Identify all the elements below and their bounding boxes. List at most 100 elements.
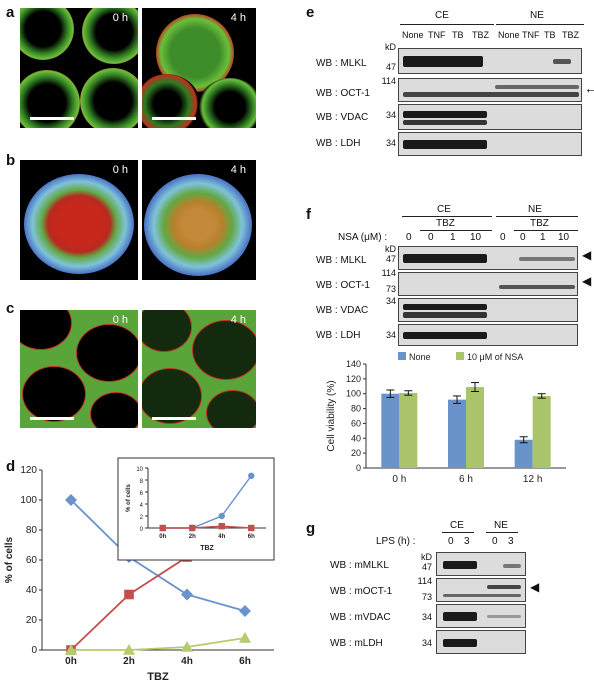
blot-ldh [398,132,582,156]
blot-mlkl [398,48,582,74]
lane-label: TNF [522,30,540,40]
kd-marker: 34 [385,296,396,306]
lane-label: TBZ [562,30,579,40]
lane-label: 0 [520,232,526,243]
y-tick-label: 60 [351,418,361,428]
chart-f: 0 20 40 60 80 100 120 140 Cell viability (%) 0 h 6… [306,350,592,500]
y-axis-label: Cell viability (%) [326,380,337,451]
kd-marker: 34 [421,638,432,648]
lane-label: 0 [428,232,434,243]
x-tick-label: 4h [181,656,193,667]
y-tick-label: 8 [140,479,144,485]
y-tick-label: 40 [351,433,361,443]
y-tick-label: 2 [140,515,144,521]
chart-d: 0 20 40 60 80 100 120 0h 2h 4h 6h TBZ % of cells 0 2 4 6… [0,450,280,685]
blot-mlkl [398,246,578,270]
data-point [239,632,251,643]
blot-label-mmlkl: WB : mMLKL [330,560,389,571]
bar [399,392,418,468]
bar [381,393,400,468]
kd-marker: 47 [385,254,396,264]
data-point [218,523,225,530]
lane-label: 0 [448,536,454,547]
y-tick-label: 6 [140,491,144,497]
bracket-tbz [514,230,578,231]
x-tick-label: 4h [218,534,225,540]
blot-label-mlkl: WB : MLKL [316,58,367,69]
blot-label-ldh: WB : LDH [316,330,361,341]
blot-label-mvdac: WB : mVDAC [330,612,391,623]
tbz-label: TBZ [530,218,549,229]
x-tick-label: 6h [248,534,255,540]
band-arrow: ◀ [530,580,540,594]
group-label-ce: CE [450,520,464,531]
y-tick-label: 80 [26,525,38,536]
blot-label-vdac: WB : VDAC [316,112,369,123]
render-b-0h: 0 h [20,160,138,280]
chart-d-svg: 0 20 40 60 80 100 120 0h 2h 4h 6h TBZ % of cells 0 2 4 6… [4,457,275,683]
kd-label: kD [421,552,432,562]
group-label-ce: CE [437,204,451,215]
blot-label-oct1: WB : OCT-1 [316,280,370,291]
panel-label-e: e [306,4,315,21]
blot-oct1 [398,272,578,296]
y-tick-label: 10 [136,467,143,473]
data-point [124,589,134,600]
y-tick-label: 100 [346,389,361,399]
lane-label: TB [544,30,556,40]
group-label-ce: CE [435,10,449,21]
y-tick-label: 40 [26,585,38,596]
x-tick-label: 12 h [523,474,542,485]
bracket-ne [496,24,584,25]
kd-marker: 73 [421,592,432,602]
kd-marker: 114 [417,576,432,586]
y-tick-label: 0 [31,645,37,656]
x-tick-label: 0h [65,656,77,667]
kd-marker: 73 [385,284,396,294]
blot-label-moct1: WB : mOCT-1 [330,586,393,597]
data-point [159,524,166,532]
data-point [181,588,193,601]
scale-bar [152,117,196,120]
data-point [239,605,251,617]
lane-label: None [402,30,424,40]
bracket-tbz [420,230,492,231]
x-tick-label: 2h [189,534,196,540]
y-tick-label: 120 [346,374,361,384]
bar [514,439,533,468]
y-tick-label: 100 [20,495,37,506]
panel-label-a: a [6,4,15,21]
micrograph-a-0h: 0 h [20,8,138,128]
lane-label: 0 [500,232,506,243]
y-tick-label: 20 [351,448,361,458]
micrograph-c-4h: 4 h [142,310,256,428]
time-label-4h: 4 h [230,314,246,326]
scale-bar [152,417,196,420]
scale-bar [30,117,74,120]
bar [466,387,484,468]
y-axis-label: % of cells [126,484,132,512]
data-point [189,524,196,532]
x-tick-label: 6h [239,656,251,667]
kd-marker: 114 [381,268,396,278]
legend-label: None [409,352,431,362]
bracket-ne [496,216,578,217]
panel-label-b: b [6,152,16,169]
x-tick-label: 2h [123,656,135,667]
kd-marker: 34 [385,110,396,120]
kd-marker: 34 [385,138,396,148]
legend-swatch [456,352,464,360]
blot-vdac [398,298,578,322]
blot-moct1 [436,578,526,602]
series-line [162,525,252,529]
time-label-0h: 0 h [112,12,128,24]
x-axis-label: TBZ [147,671,169,683]
time-label-0h: 0 h [112,164,128,176]
data-point [65,644,77,655]
lane-label: 0 [406,232,412,243]
lane-label: 3 [508,536,514,547]
band-arrow: ◀ [582,248,592,262]
lane-label: TBZ [472,30,489,40]
lane-label: 0 [492,536,498,547]
data-point [248,472,255,479]
